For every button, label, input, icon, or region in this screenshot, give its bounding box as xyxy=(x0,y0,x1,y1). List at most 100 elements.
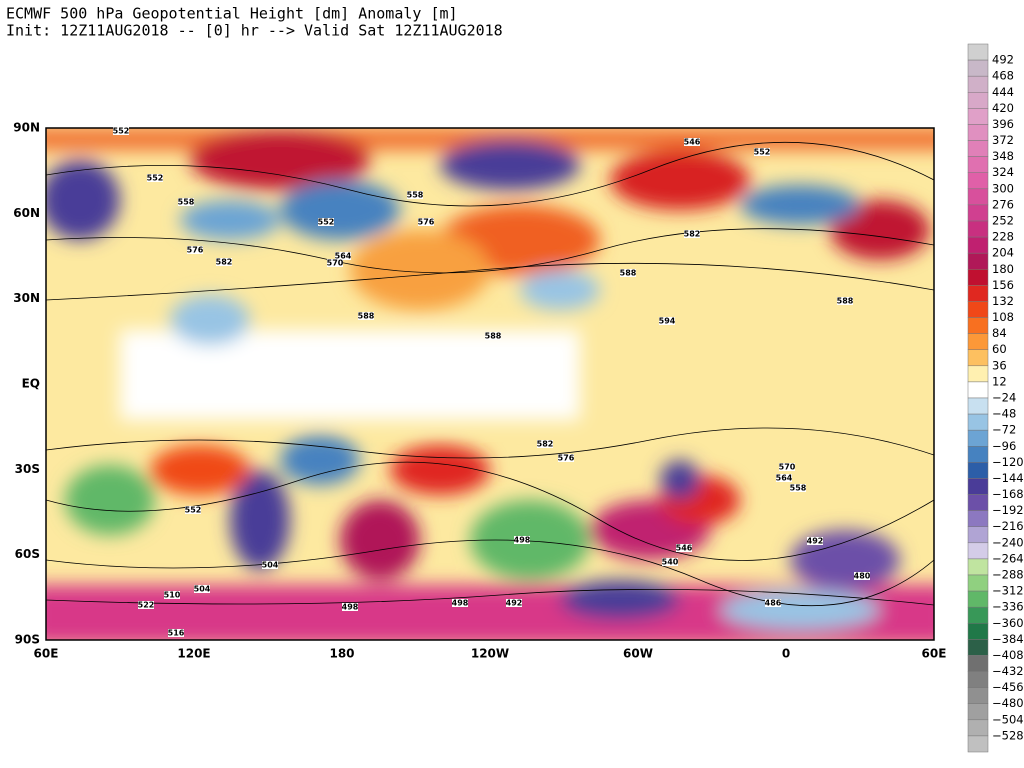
contour-label-bg xyxy=(765,599,781,607)
colorbar-box xyxy=(967,108,989,125)
contour-label: 582 xyxy=(684,230,701,239)
colorbar-label: 372 xyxy=(992,133,1014,147)
contour-label: 546 xyxy=(676,544,693,553)
colorbar-label: −360 xyxy=(992,616,1024,630)
contour-label: 546 xyxy=(684,138,701,147)
colorbar-box xyxy=(967,381,989,399)
colorbar-label: 276 xyxy=(992,197,1014,211)
lon-label: 120W xyxy=(471,647,509,661)
contour-label-bg xyxy=(662,558,678,566)
contour-label: 564 xyxy=(335,252,352,261)
contour-label: 552 xyxy=(754,148,771,157)
contour-label-bg xyxy=(187,246,203,254)
map-field xyxy=(46,128,934,640)
contour-label: 510 xyxy=(164,591,181,600)
contour-label: 582 xyxy=(537,440,554,449)
colorbar-box xyxy=(967,655,989,672)
colorbar-label: 444 xyxy=(992,85,1014,99)
colorbar-box xyxy=(967,413,989,431)
colorbar-label: −336 xyxy=(992,600,1024,614)
contour-label: 558 xyxy=(407,191,424,200)
contour-label-bg xyxy=(216,258,232,266)
contour-label: 492 xyxy=(506,599,523,608)
colorbar-box xyxy=(967,75,989,93)
contour-label: 564 xyxy=(776,474,793,483)
contour-label: 552 xyxy=(185,506,202,515)
contour-label-bg xyxy=(837,297,853,305)
lat-label: EQ xyxy=(22,377,40,391)
colorbar-box xyxy=(967,59,989,77)
lon-label: 60E xyxy=(922,647,947,661)
contour-label-bg xyxy=(194,585,210,593)
contour-label-bg xyxy=(335,252,351,260)
contour-label-bg xyxy=(452,599,468,607)
lat-label: 60N xyxy=(13,206,40,220)
colorbar-box xyxy=(967,494,989,511)
colorbar-label: −408 xyxy=(992,648,1024,662)
contour-label: 498 xyxy=(452,599,469,608)
contour-label-bg xyxy=(178,198,194,206)
contour-label: 486 xyxy=(765,599,782,608)
map-frame xyxy=(45,127,935,641)
colorbar-label: 180 xyxy=(992,262,1014,276)
colorbar-box xyxy=(967,92,989,109)
contour-label-bg xyxy=(138,601,154,609)
colorbar-label: 36 xyxy=(992,358,1007,372)
contour-label-bg xyxy=(418,218,434,226)
lat-label: 90N xyxy=(13,121,40,135)
colorbar-box xyxy=(967,140,989,157)
contour-label-bg xyxy=(514,536,530,544)
colorbar-label: 348 xyxy=(992,149,1014,163)
colorbar-label: −528 xyxy=(992,728,1024,742)
colorbar-box xyxy=(967,269,989,286)
contour-label: 588 xyxy=(837,297,854,306)
contour-label: 558 xyxy=(790,484,807,493)
contour-label-bg xyxy=(676,544,692,552)
colorbar-box xyxy=(967,365,989,383)
colorbar-box xyxy=(967,446,989,463)
colorbar-label: −48 xyxy=(992,407,1016,421)
contour-label-bg xyxy=(776,474,792,482)
contour-label-bg xyxy=(506,599,522,607)
contour-label-bg xyxy=(684,230,700,238)
colorbar-box xyxy=(967,188,989,206)
contour-label: 582 xyxy=(216,258,233,267)
contour-label: 558 xyxy=(178,198,195,207)
contour-label: 480 xyxy=(854,572,871,581)
colorbar-label: −168 xyxy=(992,487,1024,501)
contour-label-bg xyxy=(318,218,334,226)
colorbar-label: 108 xyxy=(992,310,1014,324)
colorbar-label: 324 xyxy=(992,165,1014,179)
colorbar-label: −264 xyxy=(992,551,1024,565)
lon-label: 60W xyxy=(623,647,653,661)
colorbar-label: 60 xyxy=(992,342,1007,356)
contour-label: 504 xyxy=(262,561,279,570)
colorbar-box xyxy=(967,172,989,190)
colorbar-label: −288 xyxy=(992,568,1024,582)
colorbar-box xyxy=(967,703,989,721)
contour-label: 576 xyxy=(187,246,204,255)
contour-label: 594 xyxy=(659,317,676,326)
contour-label: 570 xyxy=(779,463,796,472)
colorbar-box xyxy=(967,124,989,141)
colorbar-box xyxy=(967,156,989,173)
contour-label: 588 xyxy=(620,269,637,278)
colorbar-box xyxy=(967,220,989,238)
colorbar-label: 420 xyxy=(992,101,1014,115)
lat-label: 90S xyxy=(15,633,40,647)
colorbar-box xyxy=(967,478,989,495)
contour-label-bg xyxy=(807,537,823,545)
colorbar-box xyxy=(967,606,989,624)
colorbar-label: 492 xyxy=(992,53,1014,67)
colorbar-label: −240 xyxy=(992,535,1024,549)
colorbar-label: −192 xyxy=(992,503,1024,517)
contour-label-bg xyxy=(407,191,423,199)
contour-label: 522 xyxy=(138,601,155,610)
colorbar-box xyxy=(967,462,989,479)
colorbar-label: −96 xyxy=(992,439,1016,453)
colorbar-box xyxy=(967,542,989,560)
colorbar-box xyxy=(967,590,989,608)
contour-label: 540 xyxy=(662,558,679,567)
colorbar-box xyxy=(967,236,989,254)
contour-label-bg xyxy=(620,269,636,277)
